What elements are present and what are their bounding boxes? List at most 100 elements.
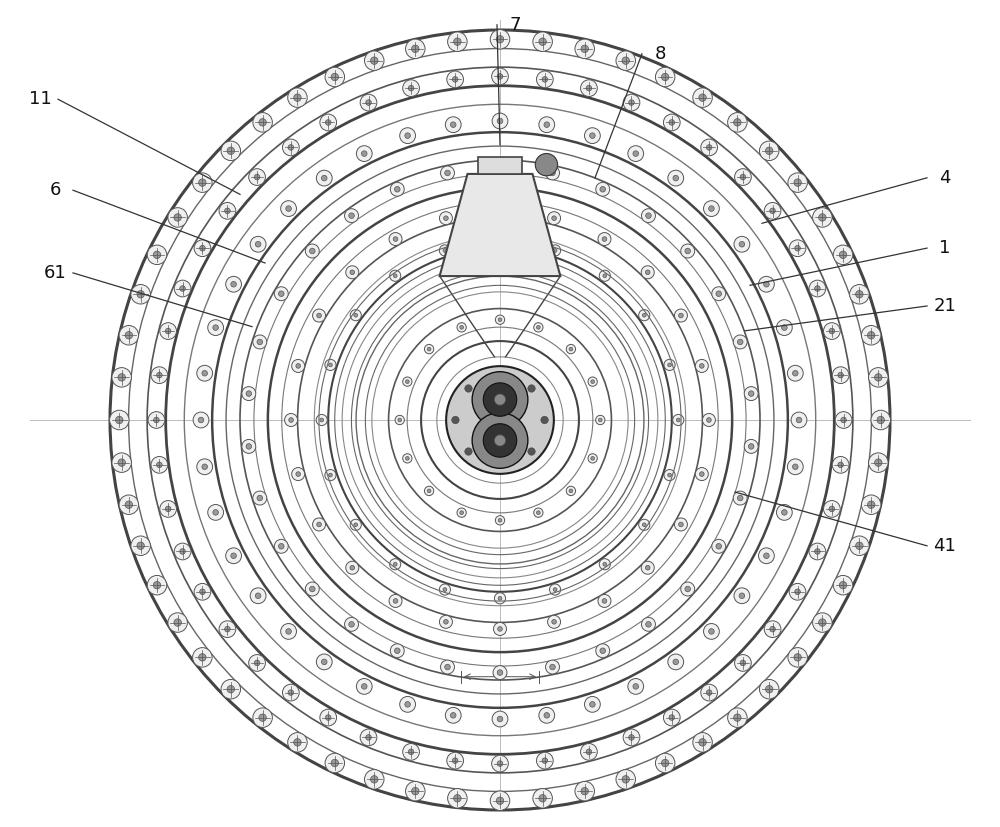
Circle shape <box>253 491 267 505</box>
Circle shape <box>492 711 508 727</box>
Circle shape <box>733 491 747 505</box>
Circle shape <box>393 599 398 603</box>
Circle shape <box>350 519 361 530</box>
Circle shape <box>320 710 337 726</box>
Circle shape <box>427 489 431 493</box>
Circle shape <box>457 323 466 332</box>
Circle shape <box>365 51 384 70</box>
Circle shape <box>642 313 646 317</box>
Circle shape <box>288 690 294 696</box>
Circle shape <box>444 619 448 624</box>
Circle shape <box>194 583 211 600</box>
Circle shape <box>310 248 315 254</box>
Circle shape <box>869 368 888 387</box>
Circle shape <box>294 94 301 102</box>
Circle shape <box>325 120 331 125</box>
Circle shape <box>116 416 123 423</box>
Circle shape <box>668 473 671 477</box>
Circle shape <box>497 761 503 767</box>
Circle shape <box>782 509 787 515</box>
Circle shape <box>871 410 890 430</box>
Circle shape <box>641 562 654 574</box>
Circle shape <box>483 383 517 416</box>
Circle shape <box>394 648 400 653</box>
Circle shape <box>405 701 410 707</box>
Circle shape <box>465 385 472 392</box>
Circle shape <box>288 88 307 108</box>
Circle shape <box>709 629 714 634</box>
Circle shape <box>712 539 726 553</box>
Circle shape <box>759 141 779 160</box>
Circle shape <box>861 495 881 514</box>
Circle shape <box>394 186 400 192</box>
Circle shape <box>735 169 751 185</box>
Circle shape <box>390 182 404 196</box>
Circle shape <box>673 414 684 426</box>
Circle shape <box>254 660 260 666</box>
Circle shape <box>586 749 592 755</box>
Circle shape <box>663 114 680 131</box>
Circle shape <box>441 166 454 180</box>
Circle shape <box>759 547 774 564</box>
Circle shape <box>744 439 758 453</box>
Circle shape <box>125 332 133 339</box>
Circle shape <box>669 715 675 720</box>
Circle shape <box>325 67 345 87</box>
Circle shape <box>194 240 211 256</box>
Circle shape <box>669 120 675 125</box>
Circle shape <box>153 581 161 589</box>
Circle shape <box>493 160 507 174</box>
Circle shape <box>313 518 326 531</box>
Circle shape <box>539 117 555 132</box>
Circle shape <box>447 753 464 769</box>
Circle shape <box>709 206 714 212</box>
Circle shape <box>202 464 207 470</box>
Circle shape <box>160 323 176 339</box>
Circle shape <box>349 622 354 627</box>
Circle shape <box>390 270 401 281</box>
Circle shape <box>193 648 212 667</box>
Circle shape <box>737 495 743 501</box>
Circle shape <box>581 787 588 795</box>
Circle shape <box>655 67 675 87</box>
Circle shape <box>253 112 272 132</box>
Circle shape <box>366 100 371 105</box>
Circle shape <box>829 506 835 512</box>
Circle shape <box>699 471 704 476</box>
Circle shape <box>331 74 339 81</box>
Circle shape <box>553 588 557 591</box>
Circle shape <box>445 707 461 724</box>
Circle shape <box>345 618 359 631</box>
Circle shape <box>412 45 419 53</box>
Circle shape <box>674 518 687 531</box>
Circle shape <box>536 71 553 88</box>
Circle shape <box>590 133 595 138</box>
Circle shape <box>815 548 820 554</box>
Circle shape <box>829 328 835 334</box>
Circle shape <box>542 77 548 82</box>
Circle shape <box>495 315 505 324</box>
Circle shape <box>439 212 452 225</box>
Circle shape <box>371 776 378 783</box>
Circle shape <box>706 145 712 151</box>
Circle shape <box>628 146 644 161</box>
Circle shape <box>439 245 450 256</box>
Circle shape <box>765 686 773 693</box>
Circle shape <box>839 581 847 589</box>
Circle shape <box>498 318 502 322</box>
Circle shape <box>537 511 540 514</box>
Circle shape <box>602 237 607 241</box>
Circle shape <box>350 270 355 275</box>
Circle shape <box>664 470 675 480</box>
Circle shape <box>591 457 595 461</box>
Circle shape <box>400 696 415 712</box>
Circle shape <box>403 377 412 386</box>
Circle shape <box>493 666 507 680</box>
Circle shape <box>739 593 745 599</box>
Circle shape <box>833 245 853 265</box>
Circle shape <box>588 454 597 463</box>
Circle shape <box>151 367 168 384</box>
Circle shape <box>208 320 224 336</box>
Circle shape <box>403 454 412 463</box>
Circle shape <box>599 559 610 570</box>
